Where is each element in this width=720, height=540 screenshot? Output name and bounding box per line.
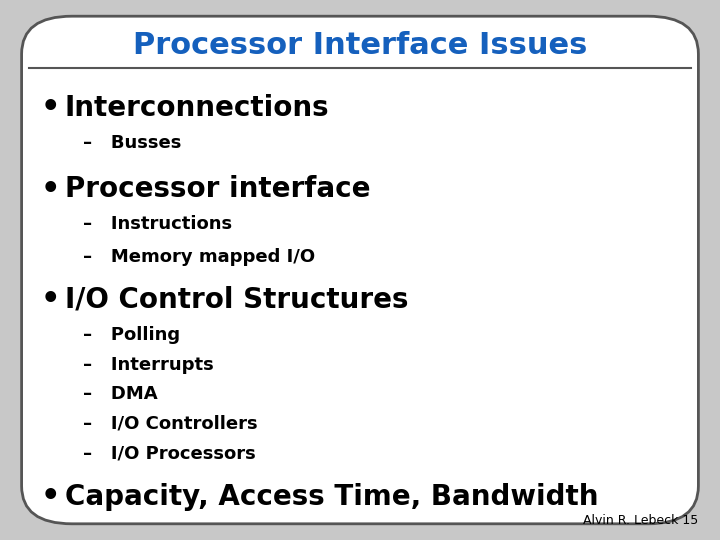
Text: –   DMA: – DMA [83, 385, 158, 403]
Text: •: • [40, 285, 60, 314]
Text: –   I/O Controllers: – I/O Controllers [83, 415, 258, 433]
Text: –   Memory mapped I/O: – Memory mapped I/O [83, 247, 315, 266]
Text: Processor Interface Issues: Processor Interface Issues [132, 31, 588, 60]
Text: –   Interrupts: – Interrupts [83, 355, 214, 374]
Text: I/O Control Structures: I/O Control Structures [65, 286, 408, 314]
Text: –   I/O Processors: – I/O Processors [83, 444, 256, 463]
Text: Alvin R. Lebeck 15: Alvin R. Lebeck 15 [583, 514, 698, 526]
Text: •: • [40, 482, 60, 511]
FancyBboxPatch shape [22, 16, 698, 524]
Text: Processor interface: Processor interface [65, 175, 370, 203]
Text: –   Instructions: – Instructions [83, 215, 232, 233]
Text: Interconnections: Interconnections [65, 94, 330, 122]
Text: –   Busses: – Busses [83, 134, 181, 152]
Text: –   Polling: – Polling [83, 326, 180, 344]
Text: •: • [40, 93, 60, 123]
Text: •: • [40, 174, 60, 204]
Text: Capacity, Access Time, Bandwidth: Capacity, Access Time, Bandwidth [65, 483, 598, 511]
